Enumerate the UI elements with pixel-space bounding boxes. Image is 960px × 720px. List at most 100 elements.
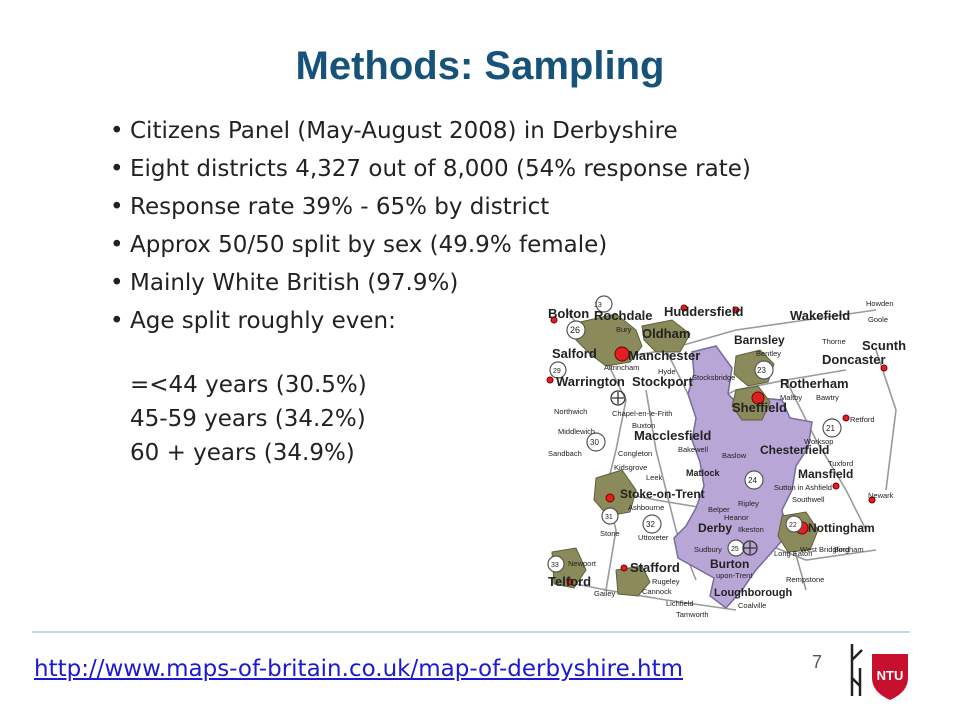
- map-label: Bolton: [548, 306, 589, 321]
- map-label: Congleton: [618, 449, 652, 458]
- map-label: Sutton in Ashfield: [774, 483, 832, 492]
- map-label: Coalville: [738, 601, 766, 610]
- map-label: Southwell: [792, 495, 825, 504]
- map-label: 24: [748, 476, 757, 485]
- bullet-item: • Approx 50/50 split by sex (49.9% female…: [108, 232, 868, 259]
- map-label: Warrington: [556, 374, 625, 389]
- map-label: Doncaster: [822, 352, 886, 367]
- map-label: Derby: [698, 521, 732, 535]
- footer-divider: [32, 631, 910, 633]
- map-label: Belper: [708, 505, 730, 514]
- map-label: Newark: [868, 491, 894, 500]
- map-label: 13: [594, 302, 602, 309]
- map-label: Retford: [850, 415, 875, 424]
- map-label: West Bridgford: [800, 545, 849, 554]
- map-label: Kidsgrove: [614, 463, 647, 472]
- logo-text: NTU: [877, 668, 904, 683]
- map-label: upon-Trent: [716, 571, 753, 580]
- bullet-item: • Mainly White British (97.9%): [108, 270, 868, 297]
- map-label: 31: [605, 514, 613, 521]
- map-labels: 13 26 29 23 30 21 24 31 32 22 25 33 Bolt…: [548, 299, 906, 619]
- map-label: 21: [826, 424, 835, 433]
- map-label: Newport: [568, 559, 597, 568]
- map-label: Middlewich: [558, 427, 595, 436]
- map-label: 30: [590, 438, 599, 447]
- map-label: 32: [646, 520, 655, 529]
- map-label: Bingham: [834, 545, 864, 554]
- map-label: 26: [570, 325, 580, 335]
- bullet-item: • Eight districts 4,327 out of 8,000 (54%…: [108, 156, 868, 183]
- age-group-item: 45-59 years (34.2%): [130, 406, 366, 432]
- map-label: Salford: [552, 346, 597, 361]
- derbyshire-map: 13 26 29 23 30 21 24 31 32 22 25 33 Bolt…: [546, 290, 910, 620]
- map-label: Gailey: [594, 589, 616, 598]
- bullet-text: Citizens Panel (May-August 2008) in Derb…: [130, 118, 678, 144]
- bullet-dot: •: [110, 118, 124, 144]
- map-label: Nottingham: [808, 521, 875, 535]
- bullet-dot: •: [110, 194, 124, 220]
- map-label: Sudbury: [694, 545, 722, 554]
- map-label: Northwich: [554, 407, 587, 416]
- logo-mark: [850, 644, 863, 696]
- map-label: Macclesfield: [634, 428, 711, 443]
- map-label: Bakewell: [678, 445, 708, 454]
- map-label: Leek: [646, 473, 663, 482]
- map-label: Burton: [710, 557, 749, 571]
- city-dots: [546, 304, 888, 586]
- map-label: 29: [553, 368, 561, 375]
- map-label: Scunth: [862, 338, 906, 353]
- map-label: Baslow: [722, 451, 747, 460]
- map-label: Stocksbridge: [692, 373, 735, 382]
- page-number: 7: [812, 652, 823, 672]
- map-label: Ashbourne: [628, 503, 664, 512]
- slide-title: Methods: Sampling: [295, 44, 665, 88]
- map-label: Stoke-on-Trent: [620, 487, 705, 501]
- map-label: Stockport: [632, 374, 693, 389]
- map-label: Oldham: [642, 326, 690, 341]
- logo-shield: [872, 654, 908, 700]
- bullet-text: Mainly White British (97.9%): [130, 270, 459, 296]
- map-label: 25: [731, 546, 739, 553]
- map-label: Stone: [600, 529, 620, 538]
- map-label: 33: [551, 562, 559, 569]
- map-label: 22: [789, 522, 797, 529]
- map-label: Manchester: [628, 348, 700, 363]
- bullet-text: Eight districts 4,327 out of 8,000 (54% …: [130, 156, 751, 182]
- map-label: Cannock: [642, 587, 672, 596]
- airport-icon: [610, 390, 758, 556]
- map-label: Tamworth: [676, 610, 709, 619]
- map-label: Telford: [548, 574, 591, 589]
- bullet-dot: •: [110, 308, 124, 334]
- map-label: Mansfield: [798, 467, 853, 481]
- map-label: Tuxford: [828, 459, 853, 468]
- source-link[interactable]: http://www.maps-of-britain.co.uk/map-of-…: [34, 656, 684, 682]
- map-label: Rochdale: [594, 308, 653, 323]
- map-label: Hyde: [658, 367, 676, 376]
- map-label: Rempstone: [786, 575, 824, 584]
- map-label: Maltby: [780, 393, 802, 402]
- map-label: Stafford: [630, 560, 680, 575]
- map-label: Barnsley: [734, 333, 785, 347]
- map-label: Uttoxeter: [638, 533, 669, 542]
- map-label: 23: [757, 366, 766, 375]
- map-label: Thorne: [822, 337, 846, 346]
- map-label: Sandbach: [548, 449, 582, 458]
- map-label: Huddersfield: [664, 304, 744, 319]
- bullet-item: • Response rate 39% - 65% by district: [108, 194, 868, 221]
- map-label: Altrincham: [604, 363, 639, 372]
- map-label: Worksop: [804, 437, 833, 446]
- map-label: Loughborough: [714, 587, 792, 599]
- map-label: Lichfield: [666, 599, 694, 608]
- road-shields: [547, 295, 842, 573]
- map-label: Matlock: [686, 468, 721, 478]
- bullet-item: • Citizens Panel (May-August 2008) in Der…: [108, 118, 868, 145]
- map-label: Chesterfield: [760, 443, 829, 457]
- age-group-item: 60 + years (34.9%): [130, 440, 355, 466]
- map-label: Wakefield: [790, 308, 850, 323]
- age-group-list: =<44 years (30.5%) 45-59 years (34.2%) 6…: [130, 368, 367, 470]
- map-label: Ripley: [738, 499, 759, 508]
- map-label: Buxton: [632, 421, 655, 430]
- bullet-text: Response rate 39% - 65% by district: [130, 194, 550, 220]
- age-group-item: =<44 years (30.5%): [130, 372, 367, 398]
- bullet-item: • Age split roughly even:: [108, 308, 868, 335]
